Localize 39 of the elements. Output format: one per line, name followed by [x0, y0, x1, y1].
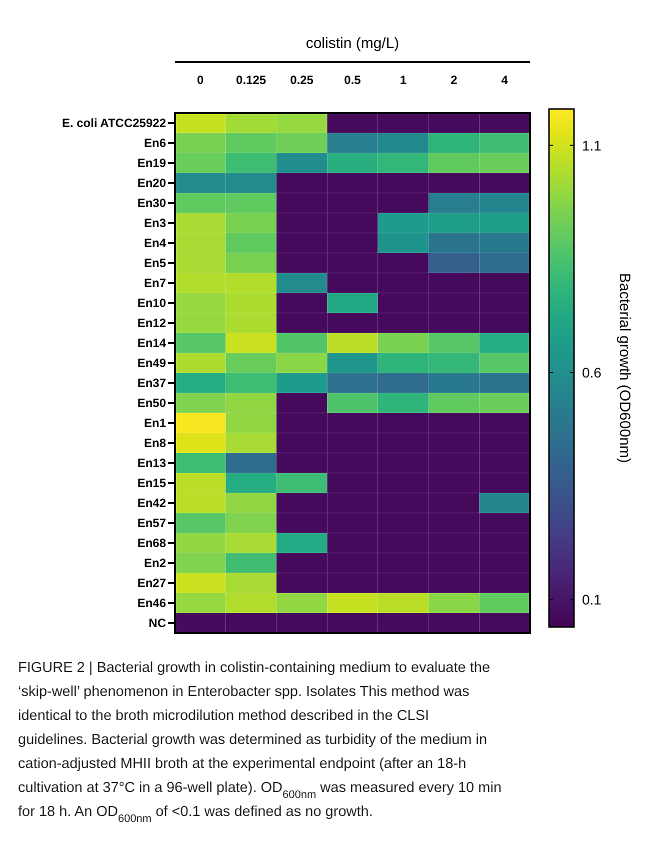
- color-bar-label: 0.1: [582, 592, 602, 608]
- x-tick-label: 1: [400, 73, 407, 87]
- color-bar-title: Bacterial growth (OD600nm): [616, 272, 633, 464]
- y-tick-label: E. coli ATCC25922: [62, 116, 166, 130]
- y-tick-label: En15: [137, 476, 166, 490]
- x-tick-label: 0.125: [236, 73, 266, 87]
- x-tick-label: 4: [501, 73, 508, 87]
- y-tick-label: En19: [137, 156, 166, 170]
- y-tick-label: En4: [144, 236, 166, 250]
- y-tick-label: En13: [137, 456, 166, 470]
- y-tick-label: En1: [144, 416, 166, 430]
- color-bar-label: 0.6: [582, 364, 602, 380]
- y-tick-label: En46: [137, 596, 166, 610]
- y-tick-label: En20: [137, 176, 166, 190]
- y-tick-label: En14: [137, 336, 166, 350]
- y-tick-label: En68: [137, 536, 166, 550]
- y-tick-label: En49: [137, 356, 166, 370]
- chart-title: colistin (mg/L): [306, 35, 400, 52]
- y-tick-label: En30: [137, 196, 166, 210]
- y-tick-label: En27: [137, 576, 166, 590]
- y-tick-label: En6: [144, 136, 166, 150]
- y-tick-label: En50: [137, 396, 166, 410]
- x-tick-label: 0: [197, 73, 204, 87]
- x-tick-label: 0.5: [344, 73, 362, 87]
- y-tick-label: En7: [144, 276, 166, 290]
- y-tick-label: En8: [144, 436, 166, 450]
- y-tick-label: NC: [148, 616, 166, 630]
- x-tick-label: 2: [450, 73, 458, 87]
- y-tick-label: En10: [137, 296, 166, 310]
- y-tick-label: En12: [137, 316, 166, 330]
- y-tick-label: En57: [137, 516, 166, 530]
- color-bar-label: 1.1: [582, 137, 602, 154]
- y-tick-label: En5: [144, 256, 166, 270]
- y-tick-label: En3: [144, 216, 166, 230]
- y-tick-label: En42: [137, 496, 166, 510]
- y-tick-label: En37: [137, 376, 166, 390]
- text: FIGURE 2 | Bacterial growth in colistin-containing medium to evaluate the ‘skip-well’ phenomenon in Enterobacter spp. Isolates This method was identical to the broth microdilution method described in the CLSI guidelines. Bacterial growth was determined as turbidity of the medium in cation-adjusted MHII broth at the experimental endpoint (after an 18-h cultivation at 37°C in a 96-well plate). OD$_{600nm}$ was measured every 10 min for 18 h. An OD$_{600nm}$ of <0.1 was defined as no growth.: [18, 660, 502, 825]
- x-tick-label: 0.25: [290, 73, 314, 87]
- y-tick-label: En2: [144, 556, 166, 570]
